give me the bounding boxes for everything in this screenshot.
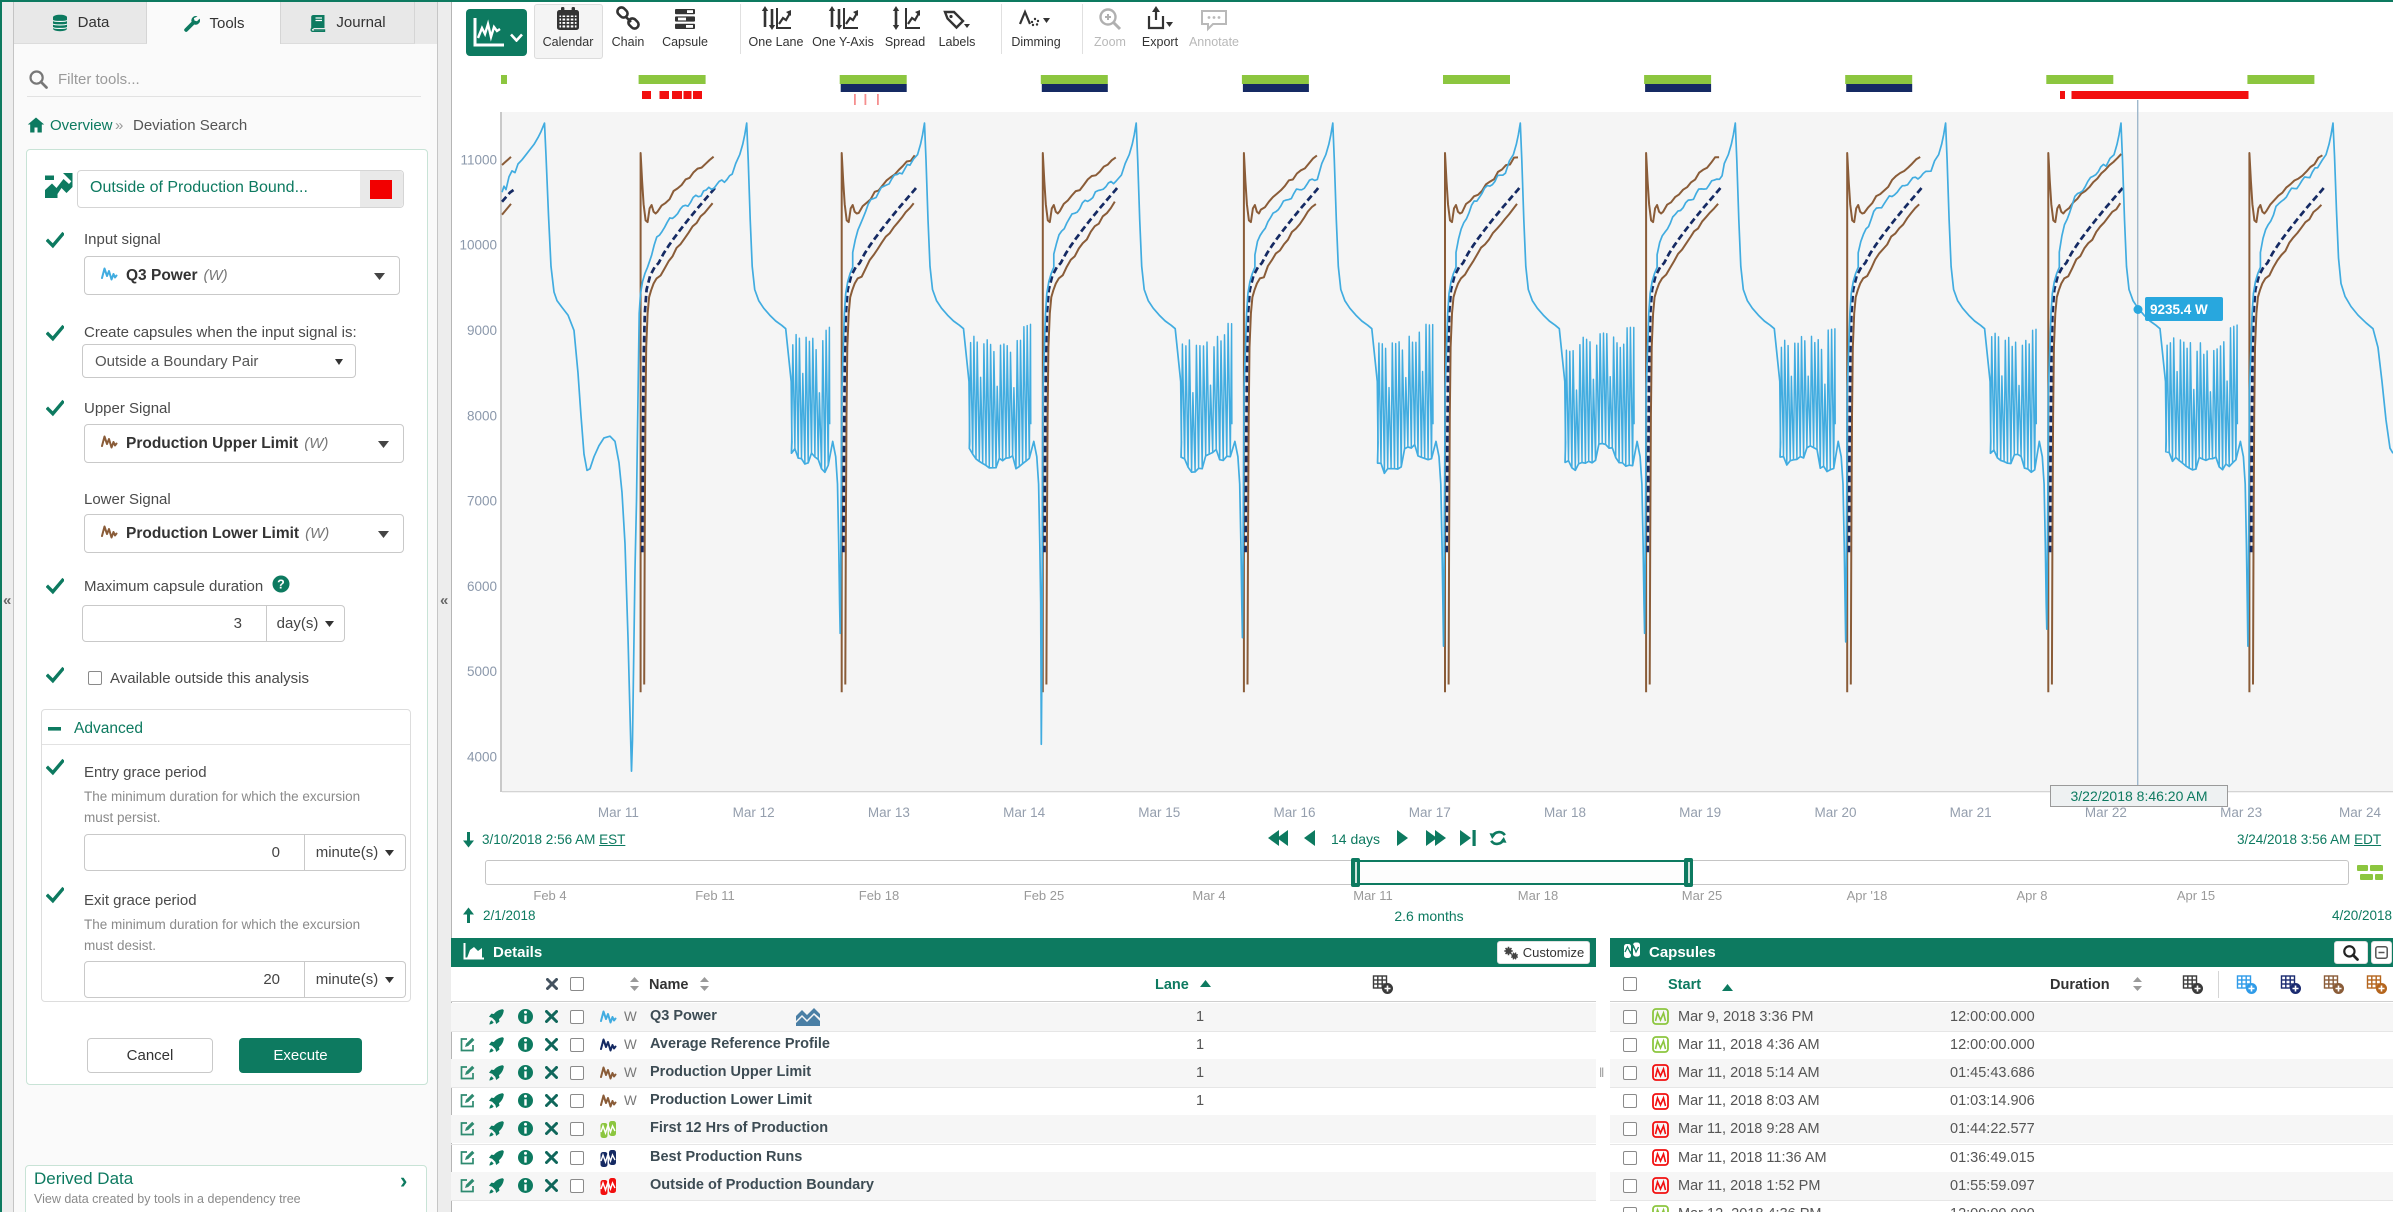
svg-text:11000: 11000 [460, 152, 497, 167]
svg-text:Mar 24: Mar 24 [2339, 805, 2382, 820]
svg-text:9000: 9000 [467, 323, 497, 338]
svg-text:Mar 11: Mar 11 [598, 805, 639, 820]
svg-text:9235.4 W: 9235.4 W [2150, 302, 2208, 317]
svg-text:Mar 14: Mar 14 [1003, 805, 1046, 820]
svg-text:Mar 23: Mar 23 [2220, 805, 2262, 820]
svg-text:6000: 6000 [467, 579, 497, 594]
svg-text:Mar 16: Mar 16 [1273, 805, 1315, 820]
svg-text:Mar 21: Mar 21 [1950, 805, 1992, 820]
svg-text:8000: 8000 [467, 408, 497, 423]
svg-text:5000: 5000 [467, 664, 497, 679]
svg-text:4000: 4000 [467, 750, 497, 765]
svg-text:Mar 13: Mar 13 [868, 805, 910, 820]
svg-text:Mar 22: Mar 22 [2085, 805, 2127, 820]
svg-text:3/22/2018 8:46:20 AM: 3/22/2018 8:46:20 AM [2071, 788, 2208, 804]
svg-text:Mar 12: Mar 12 [733, 805, 775, 820]
svg-text:Mar 18: Mar 18 [1544, 805, 1586, 820]
svg-text:7000: 7000 [467, 494, 497, 509]
svg-text:Mar 15: Mar 15 [1138, 805, 1180, 820]
svg-text:Mar 19: Mar 19 [1679, 805, 1721, 820]
svg-text:Mar 17: Mar 17 [1409, 805, 1451, 820]
svg-text:Mar 20: Mar 20 [1814, 805, 1856, 820]
svg-text:10000: 10000 [459, 238, 497, 253]
